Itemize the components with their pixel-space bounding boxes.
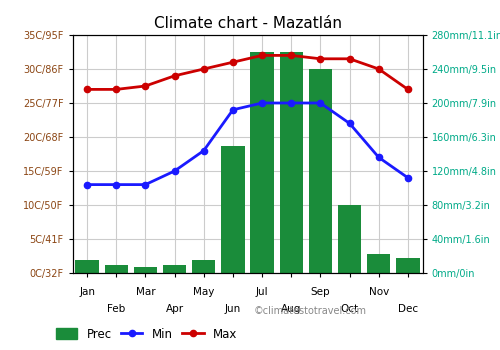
Text: May: May xyxy=(193,287,214,297)
Text: Oct: Oct xyxy=(340,304,358,315)
Bar xyxy=(338,205,361,273)
Text: Jun: Jun xyxy=(225,304,241,315)
Text: Jul: Jul xyxy=(256,287,268,297)
Text: Mar: Mar xyxy=(136,287,155,297)
Bar xyxy=(396,258,419,273)
Text: Aug: Aug xyxy=(281,304,301,315)
Bar xyxy=(192,260,216,273)
Text: Feb: Feb xyxy=(107,304,126,315)
Bar xyxy=(163,265,186,273)
Legend: Prec, Min, Max: Prec, Min, Max xyxy=(56,328,238,341)
Bar xyxy=(280,52,303,273)
Text: Apr: Apr xyxy=(166,304,184,315)
Bar xyxy=(134,267,157,273)
Text: ©climatestotravel.com: ©climatestotravel.com xyxy=(254,307,366,316)
Bar xyxy=(367,254,390,273)
Bar xyxy=(76,260,99,273)
Title: Climate chart - Mazatlán: Climate chart - Mazatlán xyxy=(154,16,342,31)
Bar xyxy=(250,52,274,273)
Text: Nov: Nov xyxy=(368,287,389,297)
Bar xyxy=(309,69,332,273)
Bar xyxy=(104,265,128,273)
Text: Dec: Dec xyxy=(398,304,418,315)
Text: Jan: Jan xyxy=(79,287,95,297)
Bar xyxy=(222,146,244,273)
Text: Sep: Sep xyxy=(310,287,330,297)
